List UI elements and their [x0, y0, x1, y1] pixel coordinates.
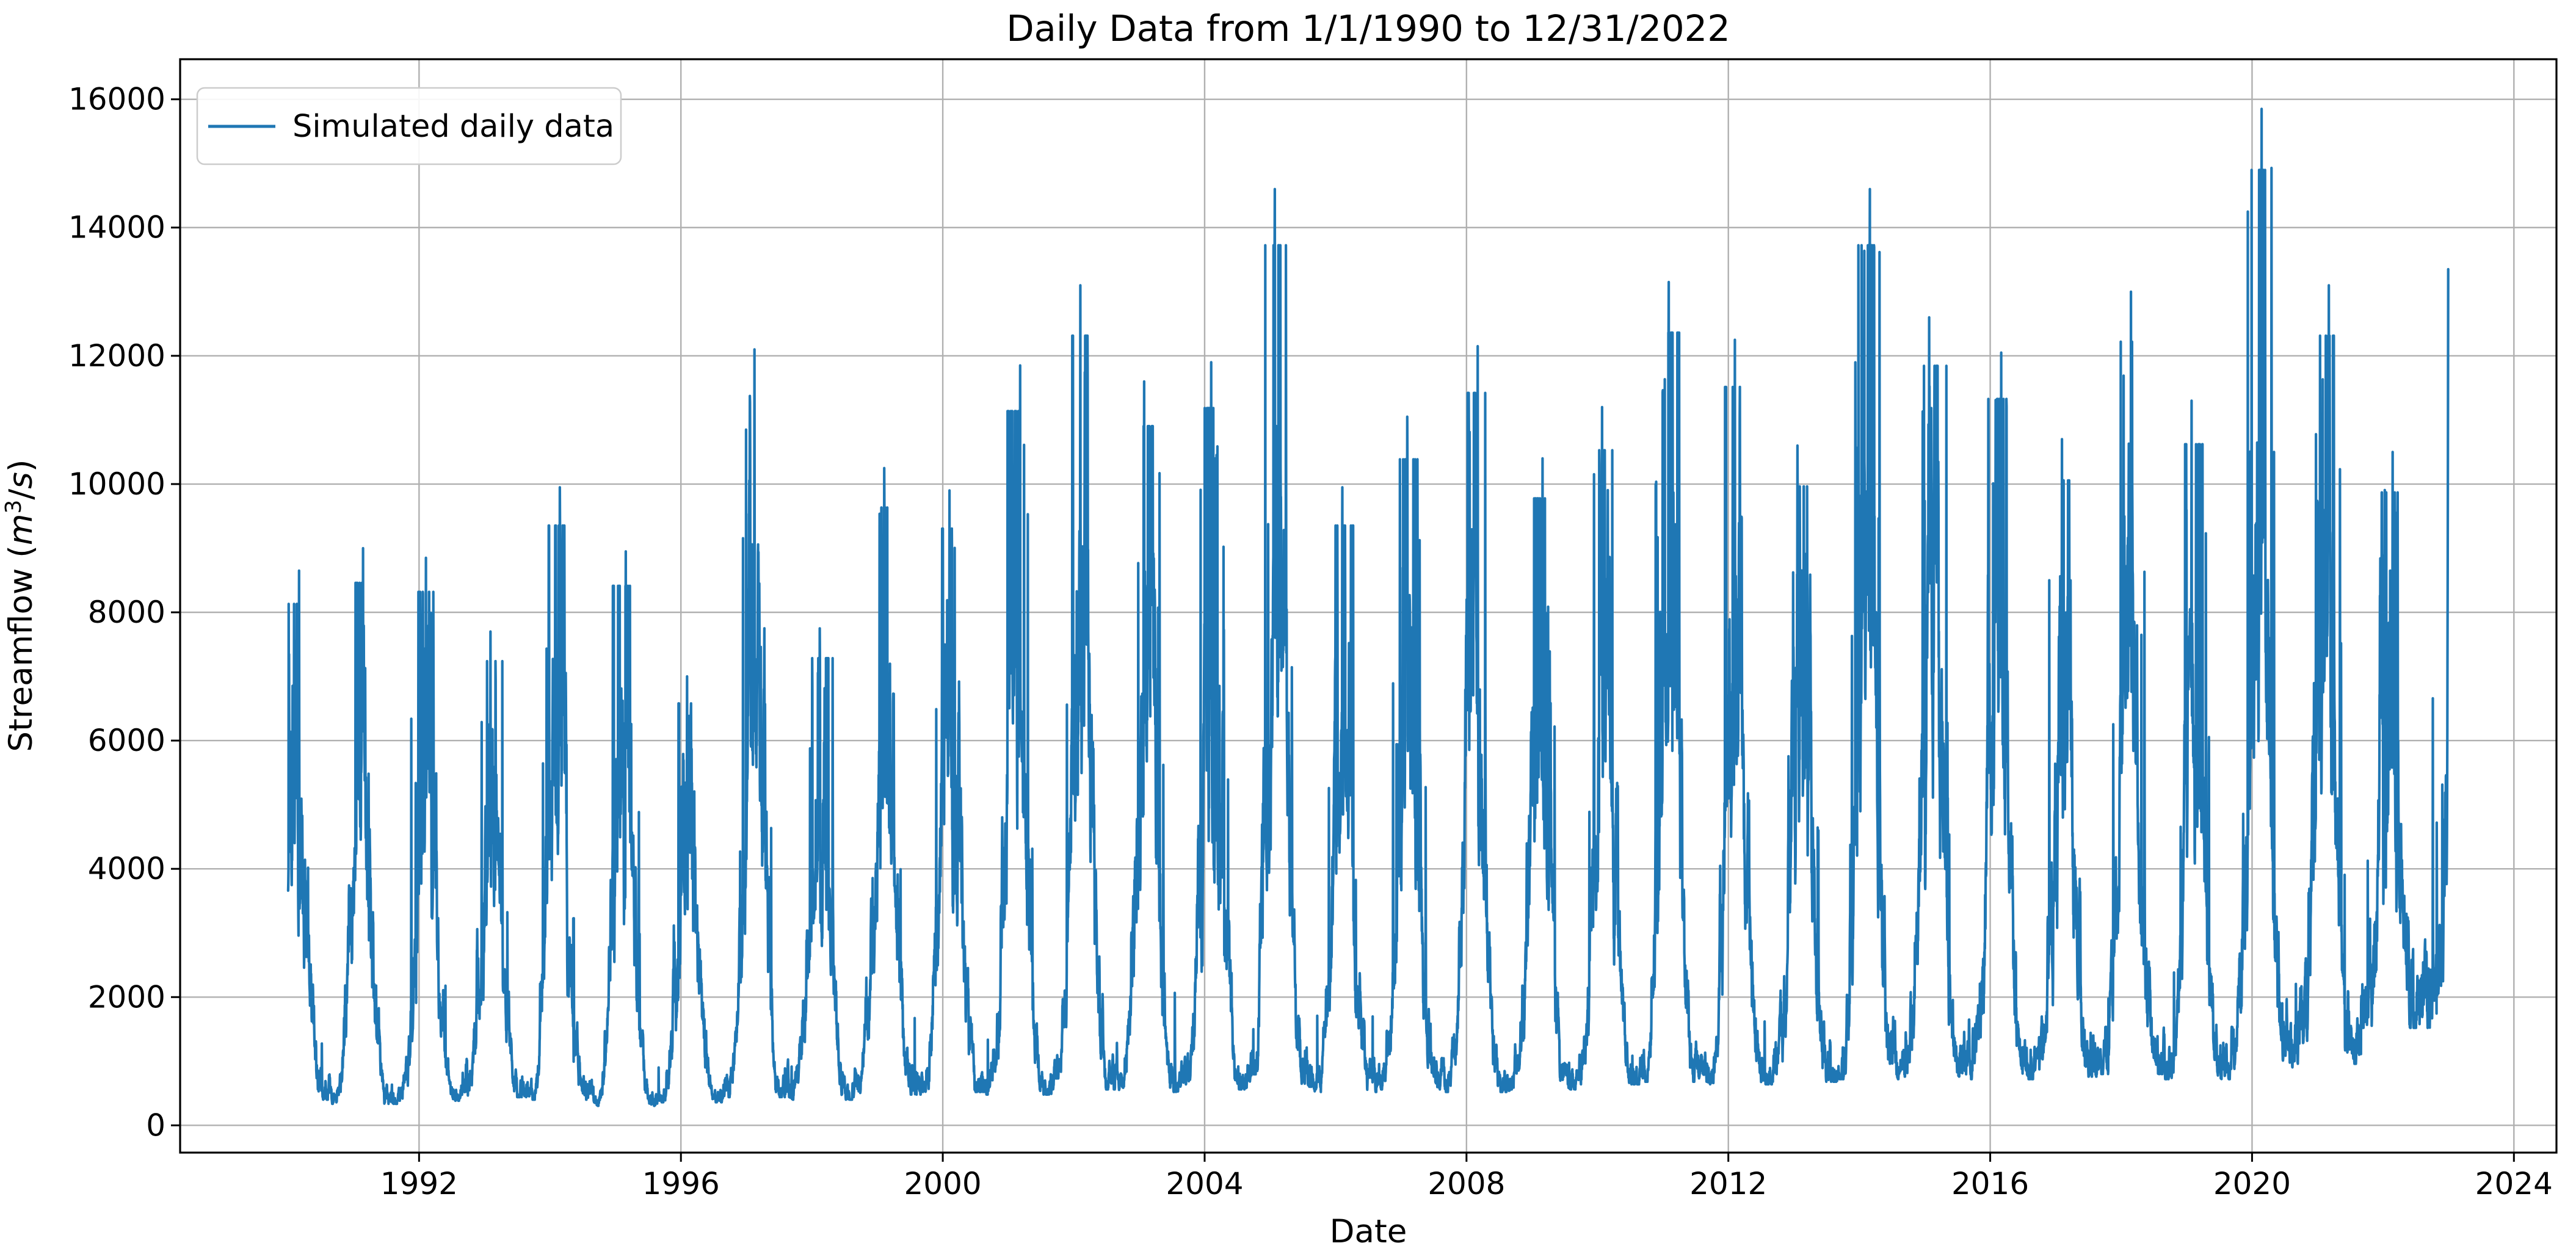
y-tick-label: 16000: [68, 82, 165, 117]
y-tick-label: 8000: [88, 595, 165, 630]
axis-tick-marks: [171, 98, 2515, 1162]
legend-box: [196, 87, 622, 165]
y-tick-label: 2000: [88, 979, 165, 1015]
y-tick-label: 4000: [88, 851, 165, 886]
x-tick-label: 2024: [2475, 1166, 2553, 1201]
legend-label: Simulated daily data: [292, 109, 614, 145]
y-tick-label: 12000: [68, 338, 165, 374]
y-axis-label: Streamflow (m3/s): [1, 459, 40, 752]
x-tick-label: 2016: [1951, 1166, 2029, 1201]
y-tick-label: 10000: [68, 466, 165, 502]
x-tick-labels: 1992 1996 2000 2004 2008 2012 2016 2020 2024: [380, 1166, 2553, 1201]
x-tick-label: 1996: [642, 1166, 720, 1201]
x-tick-label: 2012: [1689, 1166, 1767, 1201]
x-tick-label: 2008: [1428, 1166, 1505, 1201]
legend: Simulated daily data: [196, 87, 622, 165]
x-tick-label: 2020: [2213, 1166, 2291, 1201]
y-tick-label: 0: [146, 1107, 165, 1143]
x-axis-label: Date: [1330, 1213, 1407, 1250]
x-tick-label: 2000: [904, 1166, 981, 1201]
y-tick-label: 14000: [68, 210, 165, 245]
x-tick-label: 2004: [1166, 1166, 1243, 1201]
y-tick-label: 6000: [88, 723, 165, 758]
x-tick-label: 1992: [380, 1166, 458, 1201]
y-tick-labels: 0 2000 4000 6000 8000 10000 12000 14000 16000: [68, 82, 165, 1143]
plot-border: [179, 58, 2558, 1154]
data-line-simulated-daily-data: [286, 107, 2450, 1107]
chart-title: Daily Data from 1/1/1990 to 12/31/2022: [1006, 7, 1730, 49]
